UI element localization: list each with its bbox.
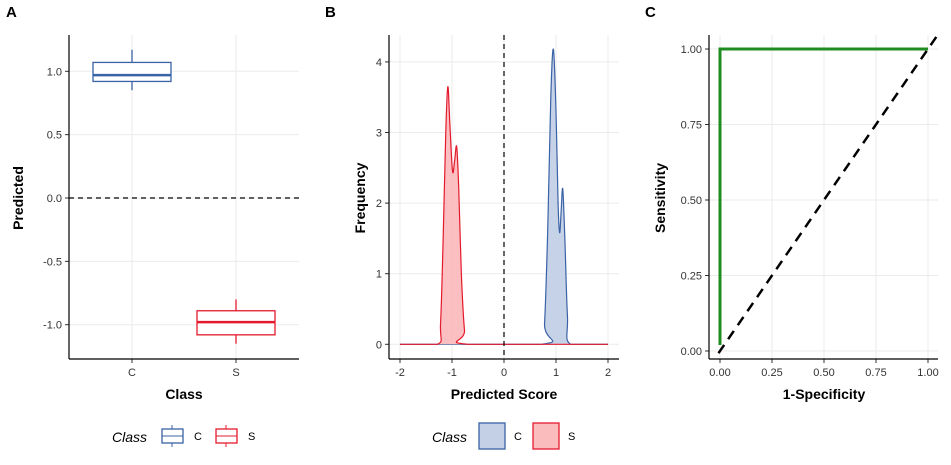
y-tick-label: 0.0 — [47, 193, 62, 205]
y-tick-label: 0.5 — [47, 130, 62, 142]
legend-key-C — [478, 422, 506, 450]
panel-a-boxplot: -1.0 -0.5 0.0 0.5 1.0 C S Class Predicted Class C S — [10, 35, 299, 447]
x-tick-label: 0 — [501, 367, 507, 379]
x-tick-label: 0.00 — [709, 367, 730, 379]
x-axis-title: Class — [165, 386, 203, 402]
legend-label: S — [248, 431, 255, 443]
x-axis-title: 1-Specificity — [783, 386, 866, 402]
x-tick-label: 1.00 — [917, 367, 938, 379]
density-line-S — [400, 86, 608, 345]
x-tick-label: 2 — [605, 367, 611, 379]
y-tick-label: 3 — [376, 128, 382, 140]
legend-label: C — [514, 431, 522, 443]
panel-b-density: 0 1 2 3 4 -2 -1 0 1 2 Predicted Score Frequency Clas… — [352, 35, 619, 450]
y-tick-label: 1.00 — [681, 44, 702, 56]
y-tick-label: 2 — [376, 198, 382, 210]
panel-c-roc: 0.00 0.00 0.25 0.25 0.50 0.50 0.75 0.75 1.00 1.00… — [652, 35, 939, 402]
density-line-C — [400, 48, 608, 345]
legend-key-C — [161, 425, 184, 447]
x-tick-label: -2 — [395, 367, 405, 379]
panel-label-b: B — [325, 4, 336, 21]
y-tick-label: 0 — [376, 339, 382, 351]
panel-label-c: C — [645, 4, 656, 21]
x-tick-label: 1 — [553, 367, 559, 379]
box-C — [92, 61, 172, 83]
y-tick-label: 0.50 — [681, 195, 702, 207]
y-tick-label: -0.5 — [43, 256, 62, 268]
legend-label: C — [194, 431, 202, 443]
legend-title: Class — [112, 429, 147, 445]
y-tick-label: 4 — [376, 57, 382, 69]
density-area-S — [400, 86, 608, 345]
x-tick-label: S — [232, 367, 239, 379]
panel-label-a: A — [6, 4, 17, 21]
legend-label: S — [568, 431, 575, 443]
y-axis-title: Sensitivity — [652, 163, 668, 233]
y-tick-label: 1.0 — [47, 66, 62, 78]
y-tick-label: 1 — [376, 269, 382, 281]
x-tick-label: 0.75 — [865, 367, 886, 379]
y-tick-label: 0.25 — [681, 271, 702, 283]
x-tick-label: 0.50 — [813, 367, 834, 379]
x-axis-title: Predicted Score — [451, 386, 558, 402]
y-tick-label: 0.00 — [681, 346, 702, 358]
x-tick-label: 0.25 — [761, 367, 782, 379]
y-tick-label: 0.75 — [681, 120, 702, 132]
legend-title: Class — [432, 429, 467, 445]
legend-key-S — [532, 422, 560, 450]
x-tick-label: -1 — [447, 367, 457, 379]
x-tick-label: C — [128, 367, 136, 379]
y-axis-title: Frequency — [352, 162, 368, 233]
diagonal-reference-line — [712, 35, 938, 359]
legend-key-S — [215, 425, 238, 447]
y-axis-title: Predicted — [10, 166, 26, 230]
y-tick-label: -1.0 — [43, 320, 62, 332]
roc-curve — [718, 47, 928, 345]
